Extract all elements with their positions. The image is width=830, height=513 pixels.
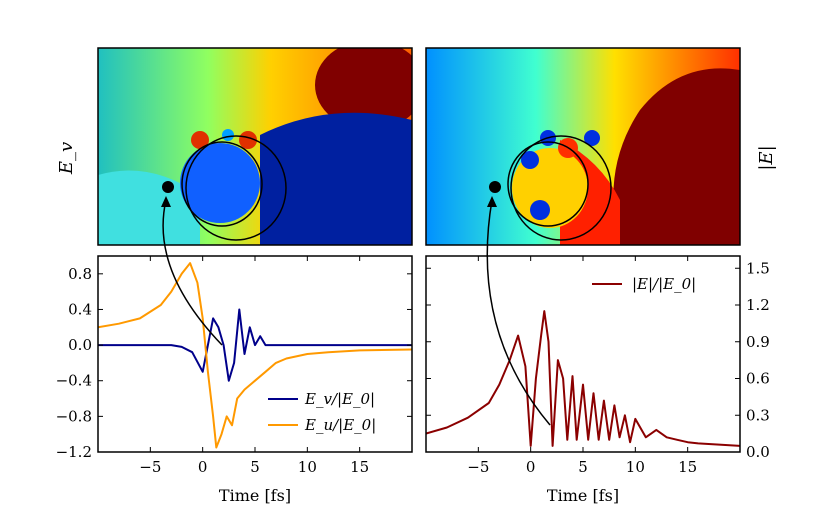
- heatmap-hotspot: [613, 68, 740, 245]
- heatmap-cold-region: [260, 112, 412, 245]
- source-point-left: [162, 181, 174, 193]
- y-tick-label: 0.4: [68, 300, 92, 318]
- bottom-right-plot: −5 0 5 10 15 0.0 0.3 0.6 0.9 1.2 1.5: [426, 256, 770, 476]
- x-tick-label: 10: [626, 458, 645, 476]
- heatmap-spot: [584, 130, 600, 146]
- boundary-circle-outer: [185, 135, 287, 241]
- top-right-boundaries: [507, 135, 612, 241]
- y-tick-label: −0.8: [56, 407, 92, 425]
- boundary-circle-inner: [507, 141, 589, 227]
- heatmap-spot: [521, 151, 539, 169]
- heatmap-spot: [530, 200, 550, 220]
- bottom-right-frame: [425, 255, 741, 453]
- top-left-side-label: E_v: [56, 142, 77, 175]
- bottom-left-plot: −5 0 5 10 15 −1.2 −0.8 −0.4 0.0 0.4 0.8: [56, 256, 412, 476]
- bottom-right-xlabel: Time [fs]: [547, 486, 619, 505]
- top-left-heatmap: [98, 48, 412, 245]
- bottom-right-legend: |E|/|E_0|: [592, 275, 696, 293]
- x-tick-label: 0: [526, 458, 536, 476]
- x-tick-label: −5: [467, 458, 489, 476]
- y-tick-label: 0.0: [68, 336, 92, 354]
- x-tick-label: −5: [139, 458, 161, 476]
- heatmap-spot: [191, 131, 209, 149]
- series-line-0: [98, 308, 412, 382]
- arrow-left-head: [161, 196, 171, 207]
- x-tick-label: 15: [678, 458, 697, 476]
- y-tick-label: 0.9: [746, 333, 770, 351]
- arrow-right-head: [487, 196, 497, 207]
- heatmap-spot: [239, 131, 257, 149]
- heatmap-region: [98, 170, 200, 245]
- y-tick-label: −1.2: [56, 443, 92, 461]
- legend-label-ev: E_v/|E_0|: [304, 390, 375, 408]
- y-tick-label: 1.5: [746, 259, 770, 277]
- bottom-left-legend: E_v/|E_0| E_u/|E_0|: [268, 390, 376, 434]
- top-right-side-label: |E|: [756, 145, 777, 170]
- arrow-right: [486, 199, 551, 426]
- y-tick-label: 1.2: [746, 296, 770, 314]
- bottom-left-frame: [97, 255, 413, 453]
- y-tick-label: 0.3: [746, 406, 770, 424]
- y-tick-label: 0.0: [746, 443, 770, 461]
- series-line-0: [426, 310, 740, 447]
- x-tick-label: 10: [298, 458, 317, 476]
- top-left-frame: [97, 47, 413, 246]
- series-group: [426, 310, 740, 447]
- boundary-circle-inner: [181, 141, 263, 227]
- y-tick-label: 0.6: [746, 370, 770, 388]
- top-left-boundaries: [181, 135, 287, 241]
- arrow-left: [162, 199, 223, 346]
- heatmap-spot: [222, 129, 234, 141]
- top-right-frame: [425, 47, 741, 246]
- x-tick-label: 0: [198, 458, 208, 476]
- boundary-circle-outer: [510, 135, 612, 241]
- top-right-heatmap: [426, 48, 740, 245]
- bottom-left-xlabel: Time [fs]: [219, 486, 291, 505]
- x-tick-label: 5: [250, 458, 260, 476]
- series-group: [98, 262, 412, 449]
- heatmap-inner-region: [180, 143, 260, 223]
- legend-label-abs-e: |E|/|E_0|: [632, 275, 696, 293]
- source-point-right: [489, 181, 501, 193]
- x-tick-label: 5: [578, 458, 588, 476]
- heatmap-hotspot: [315, 48, 412, 130]
- y-tick-label: −0.4: [56, 372, 92, 390]
- legend-label-eu: E_u/|E_0|: [304, 416, 376, 434]
- x-tick-label: 15: [350, 458, 369, 476]
- series-line-1: [98, 262, 412, 449]
- y-tick-label: 0.8: [68, 265, 92, 283]
